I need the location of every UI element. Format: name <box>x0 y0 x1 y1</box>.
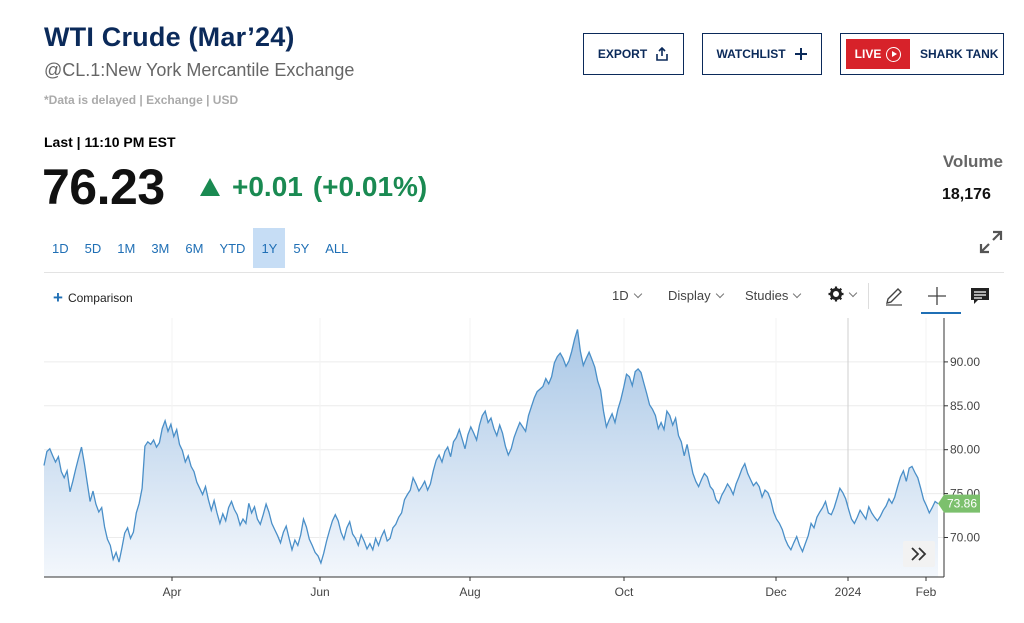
studies-dropdown[interactable]: Studies <box>745 288 802 303</box>
scroll-forward-button[interactable] <box>903 541 935 567</box>
plus-icon: + <box>53 288 63 307</box>
active-tool-indicator <box>921 312 961 314</box>
pencil-icon[interactable] <box>882 284 906 308</box>
delayed-note: *Data is delayed | Exchange | USD <box>44 93 239 107</box>
last-price: 76.23 <box>42 159 165 215</box>
range-1d[interactable]: 1D <box>52 240 69 256</box>
live-label: LIVE <box>854 47 882 61</box>
range-3m[interactable]: 3M <box>151 240 170 256</box>
price-line <box>43 329 939 565</box>
share-icon <box>656 47 668 61</box>
volume-value: 18,176 <box>942 186 991 203</box>
change-value: +0.01 <box>232 171 303 202</box>
up-arrow-icon <box>200 178 220 196</box>
price-area-fill <box>44 329 938 577</box>
comparison-label: Comparison <box>67 291 133 305</box>
display-dropdown[interactable]: Display <box>668 288 724 303</box>
range-all[interactable]: ALL <box>325 240 349 256</box>
y-tick-label: 90.00 <box>950 355 980 369</box>
range-1y[interactable]: 1Y <box>253 228 286 268</box>
display-label: Display <box>668 288 711 303</box>
chevron-down-icon <box>633 289 642 299</box>
chevron-down-icon <box>715 289 724 299</box>
volume-label: Volume <box>942 152 1003 171</box>
change-percent: (+0.01%) <box>312 171 428 202</box>
page-title: WTI Crude (Mar’24) <box>44 22 295 52</box>
y-tick-label: 85.00 <box>950 399 980 413</box>
x-tick-label: Aug <box>459 585 480 599</box>
double-chevron-right-icon <box>911 547 927 561</box>
range-5d[interactable]: 5D <box>84 240 102 256</box>
toolbar-separator <box>868 283 869 309</box>
comment-icon[interactable] <box>968 284 992 308</box>
range-ytd[interactable]: YTD <box>219 240 246 256</box>
price-change: +0.01 (+0.01%) <box>200 171 427 203</box>
chevron-down-icon <box>793 289 802 299</box>
interval-dropdown[interactable]: 1D <box>612 288 642 303</box>
live-badge: LIVE <box>846 39 910 69</box>
exchange-subtitle: @CL.1:New York Mercantile Exchange <box>44 60 355 80</box>
watchlist-label: WATCHLIST <box>716 47 786 61</box>
range-5y[interactable]: 5Y <box>293 240 310 256</box>
comparison-button[interactable]: + Comparison <box>53 288 133 307</box>
x-tick-label: Jun <box>310 585 329 599</box>
range-1m[interactable]: 1M <box>117 240 136 256</box>
last-trade-label: Last | 11:10 PM EST <box>44 134 176 150</box>
shark-tank-label: SHARK TANK <box>920 47 999 61</box>
interval-label: 1D <box>612 288 629 303</box>
play-icon <box>886 46 902 62</box>
range-selector: 1D 5D 1M 3M 6M YTD 1Y 5Y ALL <box>44 228 356 268</box>
x-tick-label: 2024 <box>835 585 862 599</box>
x-tick-label: Oct <box>615 585 634 599</box>
range-6m[interactable]: 6M <box>185 240 204 256</box>
plus-icon <box>794 48 807 60</box>
current-value-badge: 73.86 <box>938 494 980 513</box>
gear-icon <box>828 286 844 302</box>
studies-label: Studies <box>745 288 789 303</box>
x-tick-label: Feb <box>916 585 937 599</box>
divider <box>44 272 1004 273</box>
watchlist-button[interactable]: WATCHLIST <box>702 33 822 75</box>
shark-tank-button[interactable]: LIVE SHARK TANK <box>840 33 1004 75</box>
y-tick-label: 70.00 <box>950 530 980 544</box>
chevron-down-icon <box>848 288 858 297</box>
export-label: EXPORT <box>597 47 648 61</box>
settings-dropdown[interactable] <box>828 286 858 302</box>
crosshair-icon[interactable] <box>925 284 949 308</box>
expand-icon[interactable] <box>978 229 1004 255</box>
x-tick-label: Apr <box>163 585 182 599</box>
y-tick-label: 80.00 <box>950 443 980 457</box>
current-value-label: 73.86 <box>947 497 977 511</box>
export-button[interactable]: EXPORT <box>583 33 684 75</box>
x-tick-label: Dec <box>765 585 786 599</box>
